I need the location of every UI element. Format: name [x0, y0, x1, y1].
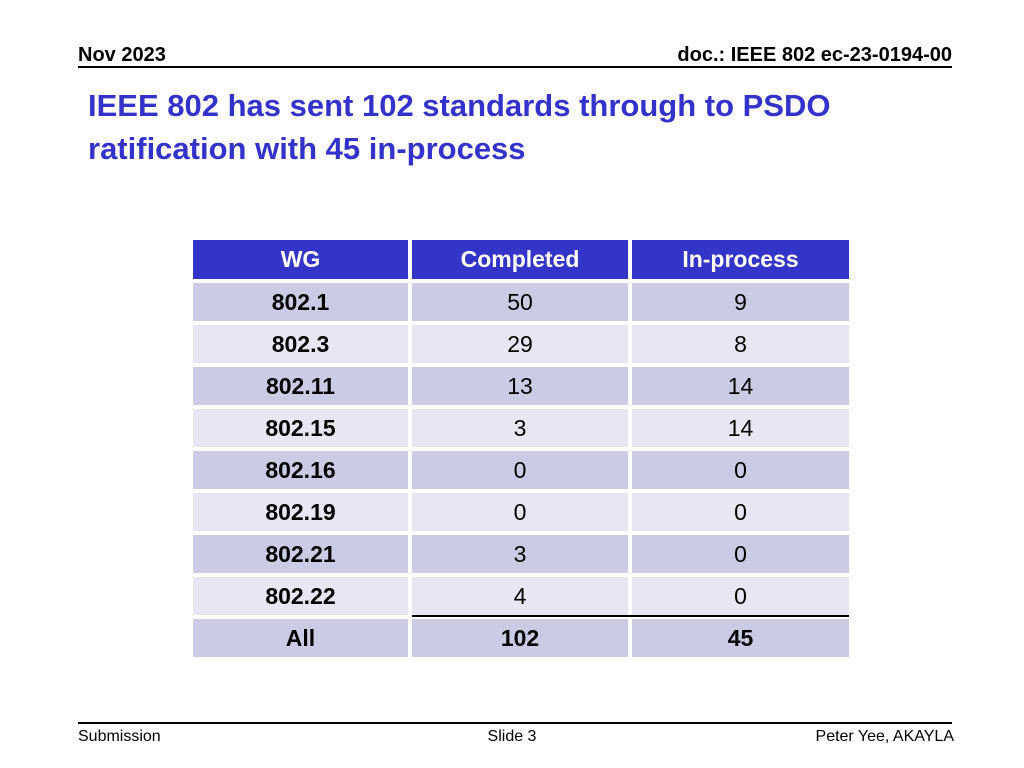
- cell-in-process: 0: [632, 451, 849, 489]
- footer-slide-number: Slide 3: [487, 728, 537, 745]
- table-row: 802.21 3 0: [193, 535, 849, 573]
- cell-completed: 50: [412, 283, 628, 321]
- cell-wg: 802.15: [193, 409, 408, 447]
- cell-completed: 0: [412, 451, 628, 489]
- cell-wg: 802.22: [193, 577, 408, 615]
- column-header-in-process: In-process: [632, 240, 849, 279]
- doc-number: doc.: IEEE 802 ec-23-0194-00: [677, 44, 952, 66]
- footer-rule: [78, 722, 952, 724]
- cell-wg: 802.19: [193, 493, 408, 531]
- cell-wg-all: All: [193, 619, 408, 657]
- cell-in-process: 8: [632, 325, 849, 363]
- slide-title-line-2: ratification with 45 in-process: [88, 131, 526, 166]
- table-row: 802.3 29 8: [193, 325, 849, 363]
- cell-completed: 29: [412, 325, 628, 363]
- cell-in-process-total: 45: [632, 619, 849, 657]
- table-row: 802.19 0 0: [193, 493, 849, 531]
- table-row: 802.22 4 0: [193, 577, 849, 615]
- cell-completed-total: 102: [412, 619, 628, 657]
- header-rule: [78, 66, 952, 68]
- cell-completed: 4: [412, 577, 628, 615]
- table-row: 802.16 0 0: [193, 451, 849, 489]
- table-row: 802.11 13 14: [193, 367, 849, 405]
- table-total-row: All 102 45: [193, 619, 849, 657]
- table-row: 802.15 3 14: [193, 409, 849, 447]
- column-header-wg: WG: [193, 240, 408, 279]
- cell-in-process: 9: [632, 283, 849, 321]
- table-row: 802.1 50 9: [193, 283, 849, 321]
- table-header-row: WG Completed In-process: [193, 240, 849, 279]
- cell-completed: 3: [412, 535, 628, 573]
- standards-table: WG Completed In-process 802.1 50 9 802.3…: [193, 240, 849, 657]
- cell-wg: 802.11: [193, 367, 408, 405]
- cell-in-process: 0: [632, 577, 849, 615]
- cell-wg: 802.1: [193, 283, 408, 321]
- total-separator-line: [412, 615, 849, 617]
- cell-wg: 802.3: [193, 325, 408, 363]
- cell-in-process: 14: [632, 367, 849, 405]
- cell-wg: 802.16: [193, 451, 408, 489]
- footer-author: Peter Yee, AKAYLA: [815, 728, 954, 745]
- cell-completed: 3: [412, 409, 628, 447]
- slide-title-line-1: IEEE 802 has sent 102 standards through …: [88, 88, 831, 123]
- footer-submission: Submission: [78, 728, 161, 745]
- cell-wg: 802.21: [193, 535, 408, 573]
- slide-date: Nov 2023: [78, 44, 166, 66]
- cell-in-process: 0: [632, 493, 849, 531]
- slide-title: IEEE 802 has sent 102 standards through …: [88, 84, 948, 170]
- cell-completed: 13: [412, 367, 628, 405]
- cell-in-process: 0: [632, 535, 849, 573]
- column-header-completed: Completed: [412, 240, 628, 279]
- cell-completed: 0: [412, 493, 628, 531]
- cell-in-process: 14: [632, 409, 849, 447]
